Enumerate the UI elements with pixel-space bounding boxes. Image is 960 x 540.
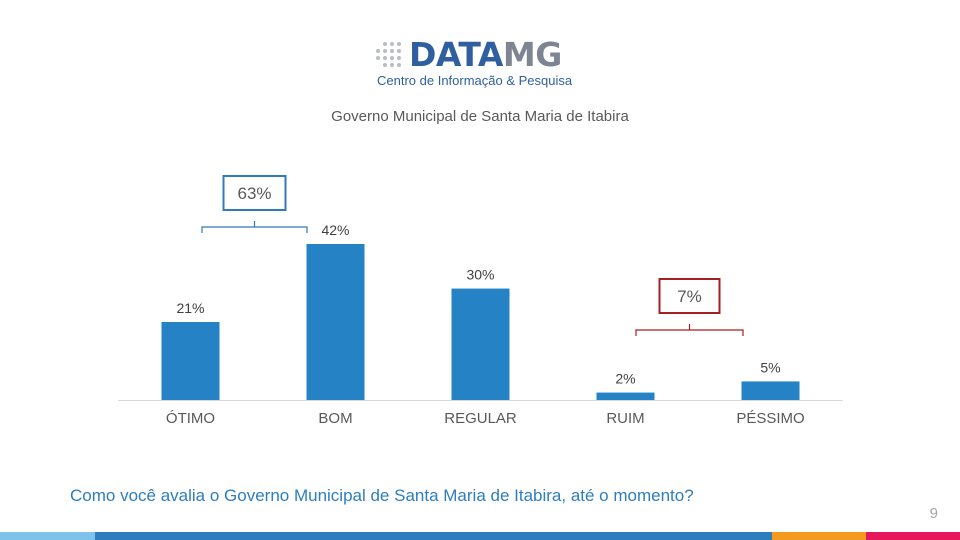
logo-dot (383, 63, 387, 67)
category-label-1: BOM (318, 410, 352, 427)
data-label-4: 5% (760, 359, 780, 375)
logo-dot (390, 63, 394, 67)
bar-0 (161, 322, 220, 400)
logo-dot (390, 49, 394, 53)
category-label-4: PÉSSIMO (736, 410, 804, 427)
annotation-box-positive (222, 175, 287, 211)
logo-wordmark: DATAMG (409, 37, 562, 73)
logo-dot (397, 49, 401, 53)
annotation-label-positive: 63% (237, 184, 271, 203)
logo-dot (390, 56, 394, 60)
bar-2 (451, 288, 510, 400)
annotation-box-negative (658, 278, 721, 314)
page-number: 9 (929, 505, 938, 522)
category-label-3: RUIM (606, 410, 644, 427)
logo-tagline: Centro de Informação & Pesquisa (377, 73, 573, 88)
footer-color-bar (0, 532, 960, 540)
logo-dot (397, 42, 401, 46)
data-label-0: 21% (176, 300, 204, 316)
bracket-negative (635, 324, 744, 336)
logo-dot (397, 56, 401, 60)
data-label-3: 2% (615, 371, 635, 387)
bracket-positive (201, 221, 308, 233)
logo-dot (383, 42, 387, 46)
logo-word-mg: MG (502, 35, 562, 74)
survey-question: Como você avalia o Governo Municipal de … (70, 486, 694, 505)
logo-dot (383, 49, 387, 53)
logo-dots-icon (376, 42, 406, 70)
annotation-label-negative: 7% (677, 287, 702, 306)
bar-3 (596, 392, 655, 400)
footer-segment-light-blue (0, 532, 95, 540)
bar-1 (306, 244, 365, 400)
footer-segment-orange (772, 532, 866, 540)
chart-subtitle: Governo Municipal de Santa Maria de Itab… (331, 108, 629, 125)
logo-dot (376, 49, 380, 53)
logo-dot (390, 42, 394, 46)
footer-segment-blue (95, 532, 772, 540)
category-label-0: ÓTIMO (166, 410, 215, 427)
rating-bar-chart: 21% ÓTIMO 42% BOM 30% REGULAR 2% RUIM 5% PÉSSIMO 6… (118, 175, 843, 427)
logo-dot (376, 56, 380, 60)
datamg-logo: DATAMG Centro de Informação & Pesquisa (376, 37, 596, 90)
bar-4 (741, 381, 800, 400)
logo-dot (397, 63, 401, 67)
logo-word-data: DATA (409, 35, 503, 74)
category-label-2: REGULAR (444, 410, 517, 427)
data-label-2: 30% (466, 267, 494, 283)
logo-dot (383, 56, 387, 60)
footer-segment-pink (866, 532, 960, 540)
data-label-1: 42% (321, 222, 349, 238)
